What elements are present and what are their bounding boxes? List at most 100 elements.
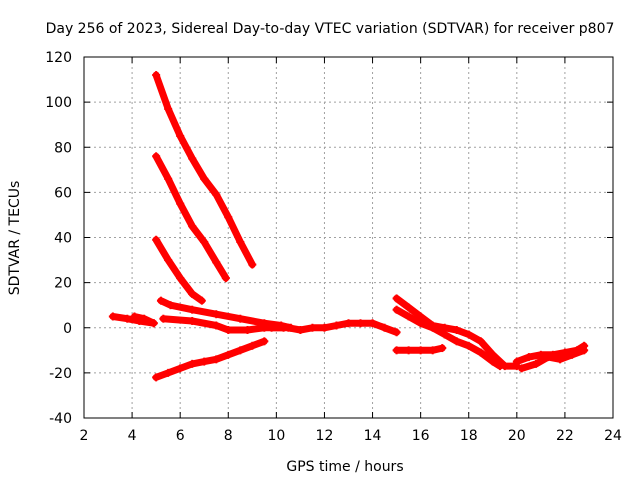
data-point	[164, 256, 173, 265]
data-point	[200, 357, 209, 366]
data-point	[236, 346, 245, 355]
data-point	[164, 368, 173, 377]
data-point	[532, 359, 541, 368]
data-point	[544, 353, 553, 362]
x-tick-label: 20	[508, 428, 526, 444]
data-series	[108, 71, 589, 382]
data-point	[440, 330, 449, 339]
data-point	[212, 355, 221, 364]
y-tick-label: 0	[63, 321, 72, 337]
data-point	[392, 346, 401, 355]
data-point	[176, 199, 185, 208]
x-tick-label: 18	[460, 428, 478, 444]
y-tick-label: 20	[54, 276, 72, 292]
data-point	[344, 319, 353, 328]
data-point	[188, 222, 197, 231]
data-point	[156, 296, 165, 305]
x-tick-label: 12	[316, 428, 334, 444]
x-tick-label: 2	[80, 428, 89, 444]
data-point	[248, 260, 257, 269]
data-point	[488, 357, 497, 366]
data-point	[166, 301, 175, 310]
data-point	[438, 344, 447, 353]
data-point	[108, 312, 117, 321]
data-point	[188, 154, 197, 163]
data-point	[176, 364, 185, 373]
data-point	[224, 326, 233, 335]
data-point	[248, 341, 257, 350]
x-tick-label: 16	[412, 428, 430, 444]
data-point	[188, 359, 197, 368]
data-point	[517, 364, 526, 373]
chart-title: Day 256 of 2023, Sidereal Day-to-day VTE…	[46, 21, 615, 37]
data-point	[308, 323, 317, 332]
data-point	[188, 289, 197, 298]
data-point	[200, 238, 209, 247]
data-point	[164, 174, 173, 183]
y-axis-label: SDTVAR / TECUs	[7, 181, 23, 296]
data-point	[212, 258, 221, 267]
data-point	[524, 353, 533, 362]
data-point	[152, 373, 161, 382]
data-point	[236, 238, 245, 247]
data-point	[416, 319, 425, 328]
data-point	[152, 152, 161, 161]
data-point	[428, 346, 437, 355]
data-point	[140, 314, 149, 323]
data-point	[200, 174, 209, 183]
data-point	[212, 310, 221, 319]
data-point	[380, 323, 389, 332]
series-arc-6	[152, 337, 268, 381]
y-tick-label: 100	[45, 95, 72, 111]
data-point	[464, 341, 473, 350]
data-point	[176, 131, 185, 140]
axis-ticks: 2 4 6 8 10 12 14 16 18 20 22 24-40-2002040608010012…	[45, 50, 622, 444]
data-point	[284, 323, 293, 332]
data-point	[428, 323, 437, 332]
data-point	[152, 235, 161, 244]
data-point	[512, 357, 521, 366]
data-point	[556, 355, 565, 364]
data-point	[212, 190, 221, 199]
y-tick-label: 40	[54, 231, 72, 247]
data-point	[260, 337, 269, 346]
x-tick-label: 4	[128, 428, 137, 444]
data-point	[476, 348, 485, 357]
data-point	[260, 323, 269, 332]
data-point	[243, 326, 252, 335]
series-arc-3	[152, 236, 206, 305]
data-point	[188, 305, 197, 314]
data-point	[392, 294, 401, 303]
series-arc-1	[152, 71, 256, 269]
data-point	[224, 213, 233, 222]
data-point	[580, 346, 589, 355]
x-tick-label: 10	[267, 428, 285, 444]
x-tick-label: 24	[604, 428, 622, 444]
data-point	[392, 328, 401, 337]
data-point	[123, 314, 132, 323]
data-point	[221, 274, 230, 283]
y-tick-label: -40	[49, 411, 72, 427]
data-point	[416, 346, 425, 355]
data-point	[164, 104, 173, 113]
y-tick-label: 60	[54, 185, 72, 201]
data-point	[464, 330, 473, 339]
y-tick-label: 120	[45, 50, 72, 66]
data-point	[130, 312, 139, 321]
y-tick-label: 80	[54, 140, 72, 156]
data-point	[332, 321, 341, 330]
x-tick-label: 6	[176, 428, 185, 444]
data-point	[404, 312, 413, 321]
data-point	[495, 362, 504, 371]
data-point	[320, 323, 329, 332]
data-point	[176, 274, 185, 283]
x-tick-label: 14	[364, 428, 382, 444]
data-point	[452, 326, 461, 335]
data-point	[212, 321, 221, 330]
data-point	[236, 314, 245, 323]
y-tick-label: -20	[49, 366, 72, 382]
data-point	[404, 346, 413, 355]
data-point	[296, 326, 305, 335]
x-axis-label: GPS time / hours	[286, 459, 403, 475]
